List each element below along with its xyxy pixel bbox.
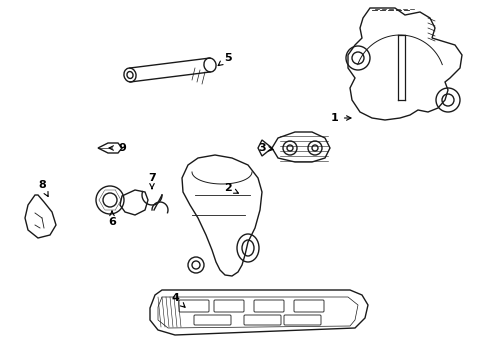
Text: 4: 4: [171, 293, 184, 307]
Text: 8: 8: [38, 180, 48, 197]
Text: 7: 7: [148, 173, 156, 189]
Text: 6: 6: [108, 211, 116, 227]
Text: 9: 9: [109, 143, 126, 153]
Text: 5: 5: [218, 53, 231, 66]
Text: 3: 3: [258, 143, 272, 153]
Text: 1: 1: [330, 113, 350, 123]
Text: 2: 2: [224, 183, 238, 193]
